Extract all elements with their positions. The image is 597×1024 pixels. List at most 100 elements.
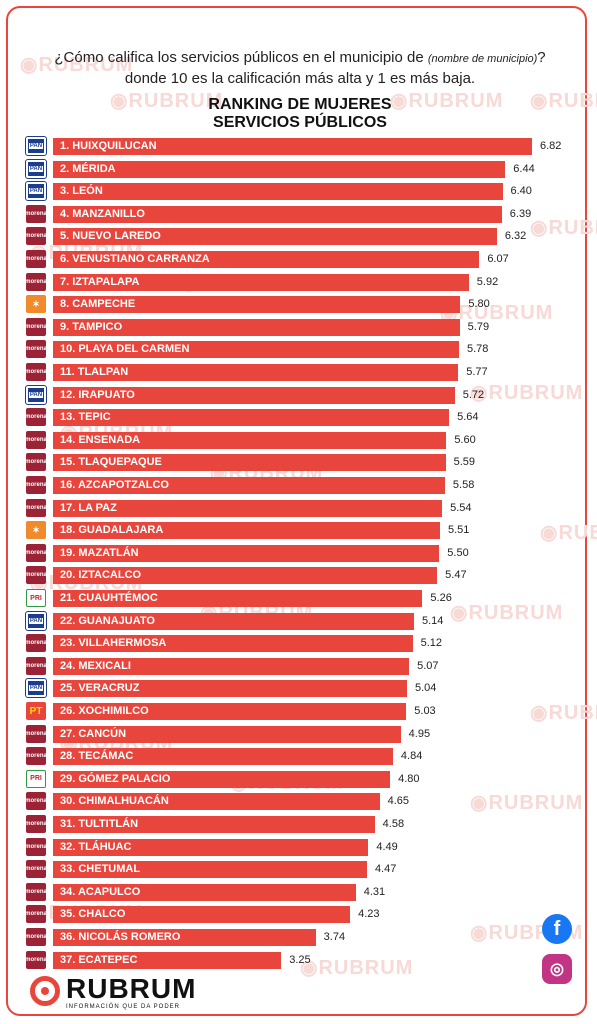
bar-value-label: 5.58: [452, 479, 475, 491]
bar-category-label: 14. ENSENADA: [60, 433, 141, 446]
morena-party-logo-icon: morena: [26, 566, 46, 585]
bar-category-label: 35. CHALCO: [60, 908, 126, 921]
bar-value-label: 4.95: [408, 727, 431, 740]
chart-row: morena 34. ACAPULCO 4.31: [26, 882, 586, 901]
bar-category-label: 20. IZTACALCO: [60, 569, 142, 582]
bar-value-label: 5.47: [445, 569, 467, 582]
chart-row: morena 15. TLAQUEPAQUE 5.59: [26, 453, 586, 472]
chart-bar: [53, 793, 380, 811]
brand-logo: RUBRUM INFORMACIÓN QUE DA PODER: [30, 974, 230, 1014]
morena-party-logo-icon: morena: [26, 498, 46, 517]
bar-category-label: 26. XOCHIMILCO: [60, 705, 149, 717]
pan-party-logo-icon: PAN: [25, 610, 47, 631]
morena-party-logo-icon: morena: [26, 227, 46, 246]
morena-party-logo-icon: morena: [26, 543, 46, 562]
chart-bar: [53, 770, 391, 788]
chart-bar: [53, 861, 367, 879]
chart-row: morena 23. VILLAHERMOSA 5.12: [26, 634, 586, 653]
chart-row: morena 31. TULTITLÁN 4.58: [26, 815, 586, 833]
mc-party-logo-icon: ✶: [26, 295, 46, 314]
bar-value-label: 5.54: [450, 501, 472, 514]
chart-row: morena 24. MEXICALI 5.07: [26, 656, 586, 675]
bar-value-label: 5.26: [430, 592, 452, 604]
morena-party-logo-icon: morena: [26, 837, 46, 856]
bar-value-label: 6.07: [487, 253, 509, 265]
bar-value-label: 3.74: [323, 931, 346, 943]
question-text: ¿Cómo califica los servicios públicos en…: [54, 49, 424, 66]
morena-party-logo-icon: morena: [26, 272, 46, 291]
chart-row: PT 26. XOCHIMILCO 5.03: [26, 702, 586, 720]
morena-party-logo-icon: morena: [26, 430, 46, 449]
chart-row: morena 19. MAZATLÁN 5.50: [26, 543, 586, 562]
bar-value-label: 4.84: [400, 750, 423, 763]
bar-value-label: 4.58: [382, 818, 405, 830]
chart-row: PAN 3. LEÓN 6.40: [25, 181, 586, 202]
bar-value-label: 5.14: [422, 614, 444, 627]
bar-value-label: 5.50: [447, 546, 469, 559]
chart-bar: [53, 703, 407, 720]
pri-party-logo-icon: PRI: [26, 589, 46, 607]
chart-row: morena 5. NUEVO LAREDO 6.32: [26, 227, 586, 246]
chart-bar: [53, 680, 407, 698]
chart-bar: [53, 590, 423, 607]
bar-category-label: 36. NICOLÁS ROMERO: [60, 931, 181, 943]
bar-value-label: 6.32: [504, 230, 527, 243]
bar-category-label: 30. CHIMALHUACÁN: [60, 795, 169, 808]
chart-bar: [53, 386, 455, 404]
bar-category-label: 29. GÓMEZ PALACIO: [60, 772, 171, 785]
chart-row: morena 9. TAMPICO 5.79: [26, 317, 586, 336]
chart-bar: [53, 657, 410, 675]
bar-value-label: 4.23: [358, 908, 380, 921]
bar-category-label: 24. MEXICALI: [60, 659, 131, 672]
bar-category-label: 10. PLAYA DEL CARMEN: [60, 343, 190, 356]
bar-category-label: 17. LA PAZ: [60, 501, 117, 514]
bar-value-label: 4.65: [387, 795, 409, 808]
brand-tagline: INFORMACIÓN QUE DA PODER: [66, 1004, 181, 1010]
chart-row: PRI 21. CUAUHTÉMOC 5.26: [26, 589, 586, 607]
chart-row: morena 14. ENSENADA 5.60: [26, 430, 586, 449]
facebook-icon[interactable]: f: [542, 914, 572, 944]
pri-party-logo-icon: PRI: [26, 769, 46, 788]
bar-value-label: 6.39: [509, 207, 532, 220]
chart-bar: [53, 454, 446, 472]
chart-bar: [53, 183, 503, 201]
brand-name: RUBRUM: [66, 973, 197, 1004]
chart-bar: [53, 522, 440, 540]
chart-row: morena 20. IZTACALCO 5.47: [26, 566, 586, 585]
instagram-icon[interactable]: ◎: [542, 954, 572, 984]
chart-row: morena 7. IZTAPALAPA 5.92: [26, 272, 586, 291]
chart-bar: [53, 929, 316, 946]
chart-row: ✶ 18. GUADALAJARA 5.51: [26, 521, 586, 540]
chart-bar: [53, 318, 460, 336]
brand-circle-icon: [30, 976, 60, 1006]
chart-bar: [53, 364, 459, 381]
morena-party-logo-icon: morena: [26, 747, 46, 766]
chart-bar: [53, 341, 459, 359]
morena-party-logo-icon: morena: [26, 860, 46, 879]
bar-value-label: 5.64: [457, 411, 479, 424]
morena-party-logo-icon: morena: [26, 340, 46, 359]
chart-bar: [53, 431, 447, 449]
bar-value-label: 5.72: [462, 388, 485, 401]
morena-party-logo-icon: morena: [26, 882, 46, 901]
bar-value-label: 5.79: [467, 320, 490, 333]
bar-value-label: 4.47: [374, 863, 397, 876]
bar-category-label: 19. MAZATLÁN: [60, 546, 139, 559]
chart-bar: [53, 477, 445, 494]
bar-category-label: 13. TEPIC: [60, 411, 111, 424]
bar-category-label: 27. CANCÚN: [60, 727, 127, 740]
bar-value-label: 5.92: [476, 275, 499, 288]
chart-row: morena 17. LA PAZ 5.54: [26, 498, 586, 517]
bar-category-label: 21. CUAUHTÉMOC: [60, 592, 158, 604]
question-text-end: ? donde 10 es la calificación más alta y…: [124, 49, 546, 87]
chart-bar: [53, 160, 506, 178]
bar-category-label: 4. MANZANILLO: [60, 207, 145, 220]
chart-bar: [53, 205, 502, 223]
bar-value-label: 5.59: [453, 456, 476, 469]
chart-title-line2: SERVICIOS PÚBLICOS: [213, 114, 387, 131]
chart-bar: [53, 748, 393, 766]
bar-category-label: 25. VERACRUZ: [60, 682, 140, 695]
chart-row: morena 33. CHETUMAL 4.47: [26, 860, 586, 879]
morena-party-logo-icon: morena: [26, 950, 46, 969]
bar-category-label: 33. CHETUMAL: [60, 863, 141, 876]
